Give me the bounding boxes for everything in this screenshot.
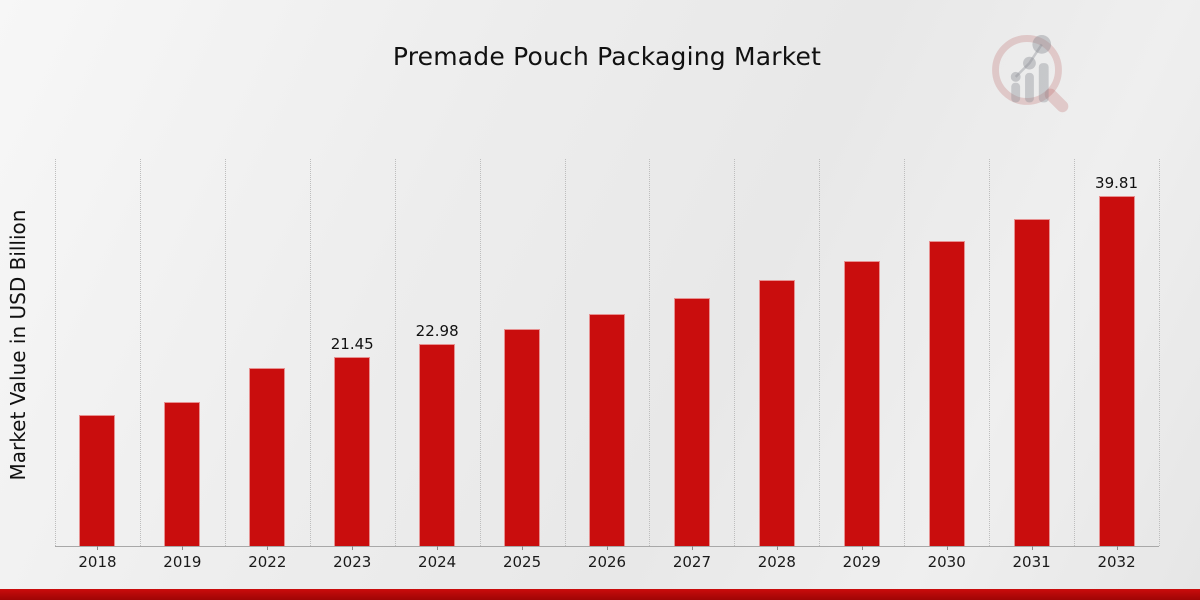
bar-2019: [164, 402, 201, 546]
gridline: [904, 159, 906, 546]
gridline: [55, 159, 56, 546]
bar-2029: [843, 260, 880, 546]
watermark-logo: [992, 35, 1069, 113]
gridline: [564, 159, 566, 546]
gridline: [224, 159, 226, 546]
x-tick-label-2025: 2025: [502, 553, 542, 571]
x-tick-label-2018: 2018: [78, 553, 117, 571]
x-axis-tick: [776, 546, 778, 550]
x-axis-tick: [182, 546, 184, 550]
x-tick-label-2023: 2023: [333, 553, 372, 571]
x-axis-tick: [607, 546, 608, 550]
bar-value-label-2024: 22.98: [415, 321, 459, 340]
bar-2018: [79, 414, 116, 546]
bar-value-label-2032: 39.81: [1095, 173, 1139, 192]
gridline: [394, 159, 396, 546]
bar-2024: [419, 343, 456, 546]
gridline: [819, 159, 821, 546]
x-tick-label-2030: 2030: [927, 553, 966, 571]
gridline: [1159, 159, 1160, 546]
bar-2031: [1013, 219, 1050, 546]
gridline: [479, 159, 481, 546]
gridline: [989, 159, 991, 546]
x-tick-label-2019: 2019: [163, 553, 202, 571]
x-tick-label-2029: 2029: [842, 553, 881, 571]
bar-2028: [758, 279, 795, 546]
x-axis-tick: [352, 546, 354, 550]
x-axis-tick: [861, 546, 863, 550]
bar-2023: [334, 357, 371, 546]
x-axis-tick: [1031, 546, 1033, 550]
x-tick-label-2031: 2031: [1012, 553, 1051, 571]
bar-2030: [928, 240, 965, 546]
x-axis-tick: [437, 546, 439, 550]
logo-dot-small: [1010, 71, 1021, 82]
bar-2032: [1098, 195, 1135, 546]
bottom-red-band: [0, 589, 1200, 600]
x-tick-label-2022: 2022: [248, 553, 287, 571]
x-tick-label-2026: 2026: [587, 553, 627, 571]
gridline: [309, 159, 311, 546]
x-axis-tick: [267, 546, 269, 550]
chart-title: Premade Pouch Packaging Market: [392, 42, 822, 71]
x-tick-label-2027: 2027: [672, 553, 712, 571]
x-axis-tick: [946, 546, 948, 550]
magnifier-handle-icon: [1044, 88, 1069, 113]
x-tick-label-2024: 2024: [418, 553, 457, 571]
y-axis-label: Market Value in USD Billion: [6, 209, 30, 481]
gridline: [139, 159, 141, 546]
x-axis-tick: [97, 546, 99, 550]
logo-dot-medium: [1023, 56, 1036, 70]
bar-2026: [589, 314, 625, 546]
logo-trend-line: [1014, 43, 1043, 78]
logo-dot-large: [1032, 35, 1052, 54]
x-axis-tick: [1116, 546, 1118, 550]
logo-bar-tall: [1038, 63, 1049, 103]
x-axis-tick: [691, 546, 693, 550]
x-axis-tick: [522, 546, 524, 550]
gridline: [734, 159, 736, 546]
x-tick-label-2032: 2032: [1097, 553, 1136, 571]
magnifier-lens-icon: [992, 35, 1062, 105]
bar-2025: [504, 329, 541, 546]
logo-bar-medium: [1025, 72, 1034, 103]
logo-bar-small: [1011, 82, 1021, 103]
bar-value-label-2023: 21.45: [330, 335, 374, 354]
bar-2022: [249, 368, 286, 546]
gridline: [649, 159, 651, 546]
bar-2027: [673, 297, 710, 546]
plot-area: 2018 2019 2022 21.45 2023 22.98 2024 2025 2026 20…: [55, 159, 1160, 571]
gridline: [1074, 159, 1076, 546]
x-tick-label-2028: 2028: [757, 553, 796, 571]
